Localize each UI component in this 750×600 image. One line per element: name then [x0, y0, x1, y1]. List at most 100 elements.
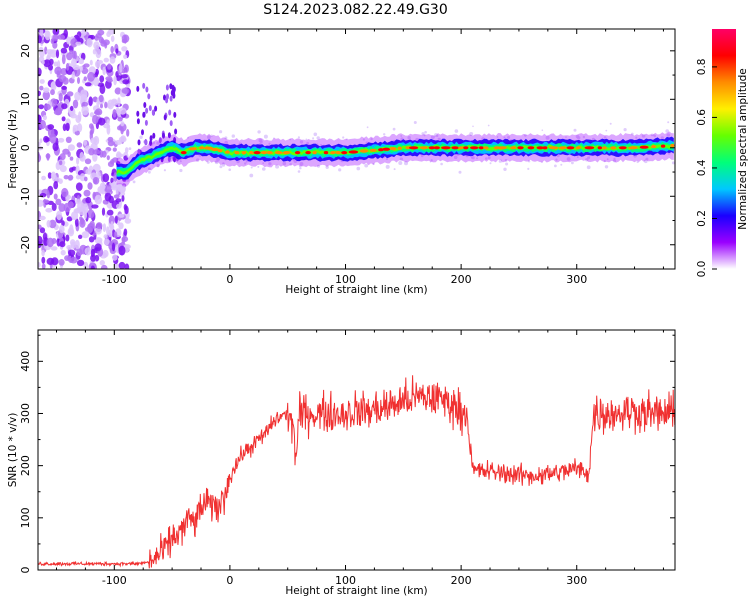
ridge-peak	[260, 151, 268, 155]
noise-dot	[469, 132, 474, 136]
noise-blob	[60, 249, 66, 256]
noise-blob	[97, 82, 105, 87]
noise-dot	[504, 159, 508, 162]
noise-dot	[297, 170, 301, 173]
noise-dot	[605, 129, 608, 132]
noise-blob	[89, 112, 94, 118]
snr-frame	[37, 329, 676, 571]
noise-blob	[39, 29, 44, 37]
x-tick-label: 0	[226, 574, 233, 587]
noise-dot	[429, 160, 432, 163]
noise-blob	[88, 165, 94, 173]
noise-dot	[148, 170, 151, 174]
noise-blob	[115, 153, 124, 158]
noise-blob	[70, 241, 76, 249]
noise-dot	[207, 135, 211, 140]
noise-dot	[423, 134, 426, 137]
ridge-peak	[253, 151, 261, 155]
noise-dot	[356, 166, 361, 171]
noise-blob	[45, 208, 53, 213]
noise-blob	[114, 87, 122, 95]
noise-blob	[87, 182, 93, 190]
ridge-peak	[575, 146, 581, 150]
noise-dot	[263, 134, 268, 139]
noise-blob	[52, 29, 60, 36]
noise-dot	[244, 162, 247, 165]
ridge-peak	[670, 143, 675, 148]
ridge-peak	[510, 146, 517, 150]
noise-blob	[78, 111, 82, 121]
noise-blob	[71, 58, 77, 68]
noise-blob	[61, 116, 66, 122]
noise-dot	[219, 130, 223, 134]
noise-blob	[103, 234, 108, 239]
y-tick-label: 20	[19, 44, 32, 58]
noise-blob	[55, 49, 60, 59]
noise-blob	[118, 222, 124, 230]
noise-blob	[167, 156, 171, 162]
noise-blob	[110, 221, 114, 230]
noise-dot	[671, 161, 675, 165]
colorbar-tick-label: 0.8	[696, 59, 708, 76]
noise-dot	[320, 143, 322, 146]
noise-dot	[623, 128, 627, 132]
noise-dot	[312, 137, 315, 140]
y-tick-label: 0	[19, 567, 32, 574]
noise-dot	[476, 157, 478, 160]
noise-dot	[496, 136, 499, 138]
noise-blob	[121, 46, 128, 52]
noise-blob	[123, 228, 128, 236]
noise-dot	[635, 136, 638, 139]
noise-dot	[370, 137, 373, 141]
noise-dot	[454, 129, 459, 133]
noise-blob	[67, 249, 76, 257]
noise-blob	[49, 58, 54, 66]
noise-dot	[524, 133, 527, 137]
noise-blob	[117, 213, 125, 218]
noise-blob	[162, 132, 165, 139]
noise-blob	[58, 74, 67, 83]
ridge-peak	[428, 146, 436, 150]
noise-dot	[613, 157, 616, 160]
noise-dot	[609, 122, 612, 125]
noise-dot	[245, 161, 248, 163]
x-axis-label: Height of straight line (km)	[285, 585, 427, 597]
noise-dot	[660, 136, 664, 140]
noise-blob	[84, 247, 92, 256]
noise-dot	[306, 141, 309, 145]
noise-blob	[88, 96, 93, 107]
noise-blob	[110, 159, 115, 165]
noise-blob	[116, 203, 122, 209]
noise-dot	[404, 161, 408, 166]
noise-blob	[61, 187, 69, 198]
noise-dot	[372, 163, 375, 166]
noise-blob	[117, 184, 124, 192]
y-tick-label: 300	[19, 403, 32, 424]
noise-blob	[151, 109, 155, 116]
noise-blob	[92, 149, 101, 155]
noise-blob	[165, 97, 169, 104]
ridge-peak	[463, 146, 469, 150]
noise-blob	[57, 137, 65, 143]
ridge-band-3	[116, 141, 674, 176]
noise-blob	[113, 75, 117, 86]
noise-blob	[88, 148, 95, 156]
y-axis-label: SNR (10 * v/v)	[7, 413, 19, 488]
noise-blob	[119, 63, 123, 73]
noise-blob	[114, 215, 118, 224]
colorbar-gradient	[712, 29, 736, 269]
noise-blob	[148, 105, 152, 112]
ridge-peak	[566, 146, 575, 150]
noise-blob	[91, 204, 99, 209]
noise-blob	[112, 109, 117, 118]
noise-blob	[95, 60, 101, 68]
noise-blob	[38, 90, 41, 97]
noise-blob	[137, 139, 141, 146]
noise-blob	[114, 140, 122, 145]
noise-blob	[78, 58, 84, 65]
noise-dot	[503, 136, 506, 139]
x-tick-label: 0	[226, 273, 233, 286]
x-tick-label: -100	[102, 273, 127, 286]
noise-dot	[128, 147, 132, 151]
noise-blob	[104, 184, 113, 194]
